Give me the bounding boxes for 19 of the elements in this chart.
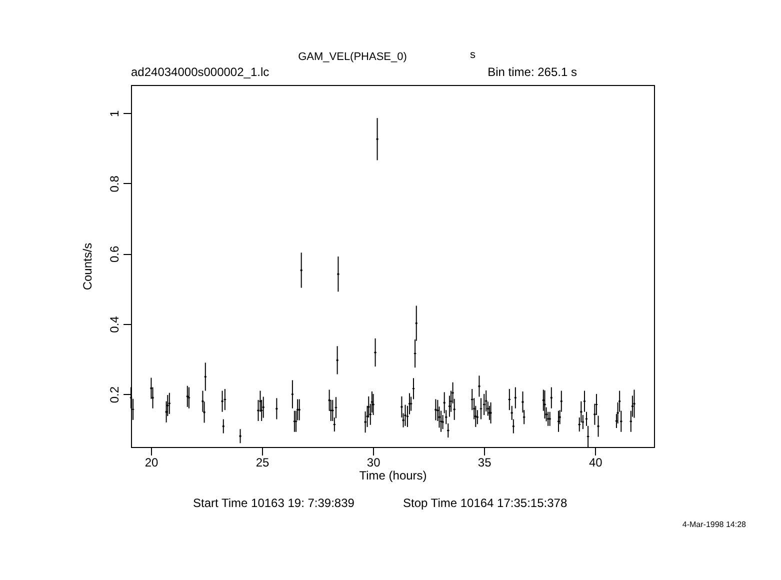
text: ad24034000s000002_1.lc [131,65,270,79]
y-tick-label: 0.4 [108,316,122,333]
y-tick-label: 0.2 [108,386,122,404]
x-tick-label: 25 [256,456,270,470]
chart-title: GAM_VEL(PHASE_0) [298,51,407,63]
text: s [470,49,476,61]
text: Start Time 10163 19: 7:39:839 [193,496,355,510]
text: 4-Mar-1998 14:28 [682,520,747,529]
y-tick-label: 0.6 [108,246,122,263]
y-axis-title: Counts/s [80,242,94,290]
x-tick-label: 40 [588,456,603,470]
y-tick-label: 1 [108,110,122,117]
y-tick-label: 0.8 [108,175,122,192]
x-tick-label: 30 [366,456,381,470]
x-axis-title: Time (hours) [359,468,427,482]
x-tick-label: 20 [144,456,158,470]
x-tick-label: 35 [478,456,492,470]
text: Stop Time 10164 17:35:15:378 [403,496,568,510]
text: Bin time: 265.1 s [488,65,577,79]
